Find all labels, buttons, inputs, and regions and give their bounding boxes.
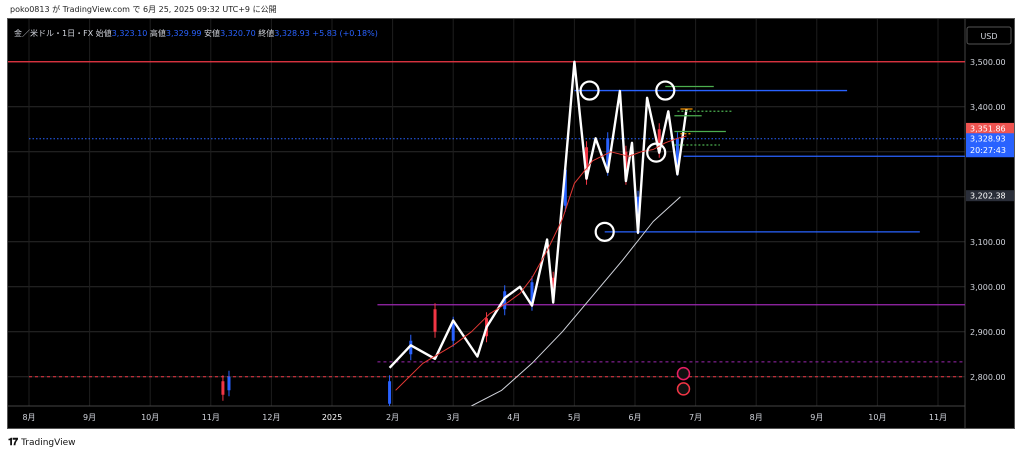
candle (563, 169, 567, 206)
candle (675, 138, 679, 170)
legend-symbol: 金／米ドル・1日・FX (14, 28, 94, 38)
chart-legend: 金／米ドル・1日・FX 始値3,323.10 高値3,329.99 安値3,32… (14, 28, 378, 38)
x-tick-label: 8月 (22, 413, 35, 422)
series-zigzag (388, 60, 688, 369)
x-tick-label: 2025 (322, 413, 342, 422)
us-flag-event-icon[interactable] (676, 382, 691, 396)
candle (530, 282, 534, 305)
legend-high: 3,329.99 (166, 29, 202, 38)
candle (227, 376, 231, 391)
x-tick-label: 7月 (689, 413, 702, 422)
x-tick-label: 9月 (83, 413, 96, 422)
x-tick-label: 11月 (202, 413, 220, 422)
candle (606, 138, 610, 170)
lightning-event-icon[interactable] (676, 366, 691, 381)
price-label-box (966, 190, 1014, 202)
legend-close: 3,328.93 (274, 29, 310, 38)
chart-frame[interactable] (7, 18, 1015, 429)
y-tick-label: 3,000.00 (970, 283, 1006, 292)
legend-close-label: 終値 (256, 28, 275, 38)
pattern-circle[interactable] (594, 221, 615, 242)
x-tick-label: 9月 (810, 413, 823, 422)
x-tick-label: 10月 (868, 413, 886, 422)
legend-open: 3,323.10 (112, 29, 148, 38)
legend-high-label: 高値 (147, 28, 166, 38)
footer: 𝟏𝟕 TradingView (8, 437, 76, 448)
pattern-circle[interactable] (646, 142, 667, 163)
legend-change: +5.83 (+0.18%) (310, 29, 378, 38)
price-label-box (966, 122, 1014, 134)
x-tick-label: 6月 (628, 413, 641, 422)
tradingview-logo-icon[interactable]: 𝟏𝟕 (8, 437, 18, 448)
y-tick-label: 2,900.00 (970, 328, 1006, 337)
candle (636, 196, 640, 229)
x-tick-label: 4月 (507, 413, 520, 422)
candle (551, 277, 555, 296)
x-tick-label: 2月 (386, 413, 399, 422)
pattern-circle[interactable] (655, 80, 676, 101)
candle (451, 322, 455, 341)
y-tick-label: 2,800.00 (970, 373, 1006, 382)
candle (585, 147, 589, 179)
price-chart[interactable]: 金／米ドル・1日・FX 始値3,323.10 高値3,329.99 安値3,32… (0, 0, 1024, 437)
x-tick-label: 3月 (447, 413, 460, 422)
price-label: 3,328.93 (970, 135, 1006, 144)
x-tick-label: 10月 (141, 413, 159, 422)
y-tick-label: 3,100.00 (970, 238, 1006, 247)
legend-low-label: 安値 (202, 28, 221, 38)
candle (433, 309, 437, 332)
footer-brand[interactable]: TradingView (21, 437, 76, 448)
x-tick-label: 8月 (750, 413, 763, 422)
plot-area[interactable] (8, 60, 965, 410)
series-ma-long (471, 196, 681, 406)
candle (388, 381, 392, 404)
candle (657, 129, 661, 152)
price-label: 3,202.38 (970, 192, 1006, 201)
legend-low: 3,320.70 (220, 29, 256, 38)
pattern-circle[interactable] (579, 80, 600, 101)
countdown-label: 20:27:43 (970, 146, 1006, 155)
x-tick-label: 12月 (262, 413, 280, 422)
publish-info: poko0813 が TradingView.com で 6月 25, 2025… (10, 5, 277, 14)
price-label: 3,351.86 (970, 124, 1006, 133)
y-tick-label: 3,500.00 (970, 58, 1006, 67)
y-tick-label: 3,400.00 (970, 103, 1006, 112)
candle (409, 340, 413, 355)
currency-button[interactable] (966, 26, 1012, 45)
price-label-box (966, 133, 1014, 158)
candle (221, 381, 225, 395)
series-ma-short (395, 135, 687, 391)
legend-open-label: 始値 (93, 28, 112, 38)
x-tick-label: 5月 (568, 413, 581, 422)
currency-label[interactable]: USD (980, 32, 997, 41)
x-tick-label: 11月 (929, 413, 947, 422)
